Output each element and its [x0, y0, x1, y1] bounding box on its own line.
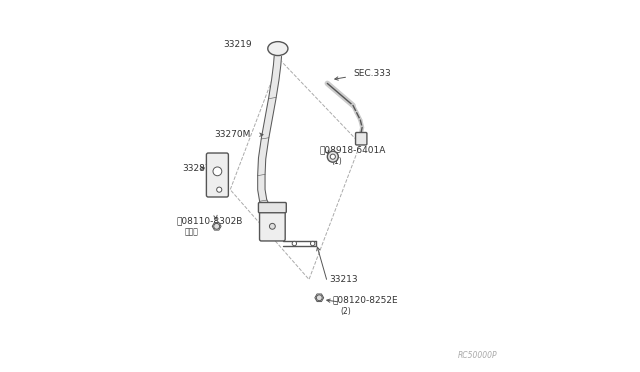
Circle shape — [330, 154, 335, 159]
Text: 33219: 33219 — [223, 41, 252, 49]
Circle shape — [217, 187, 222, 192]
Text: RC50000P: RC50000P — [458, 351, 498, 360]
Text: (2): (2) — [340, 307, 351, 316]
Ellipse shape — [268, 42, 288, 55]
Text: 33213: 33213 — [329, 275, 358, 284]
Text: Ⓑ08120-8252E: Ⓑ08120-8252E — [332, 295, 397, 304]
Text: 〈２〉: 〈２〉 — [184, 227, 198, 236]
Circle shape — [327, 151, 339, 162]
Circle shape — [316, 295, 322, 301]
Text: SEC.333: SEC.333 — [353, 69, 391, 78]
Circle shape — [214, 223, 220, 229]
Circle shape — [213, 167, 222, 176]
FancyBboxPatch shape — [356, 132, 367, 145]
Text: 33287: 33287 — [182, 164, 211, 173]
FancyBboxPatch shape — [207, 153, 228, 197]
Circle shape — [292, 241, 296, 246]
Text: (1): (1) — [331, 157, 342, 166]
Circle shape — [310, 241, 315, 246]
FancyBboxPatch shape — [260, 204, 285, 241]
Text: Ⓑ08110-8302B: Ⓑ08110-8302B — [177, 216, 243, 225]
Polygon shape — [258, 56, 282, 215]
Text: 33270M: 33270M — [214, 130, 250, 139]
Text: Ⓝ08918-6401A: Ⓝ08918-6401A — [320, 145, 387, 155]
Circle shape — [269, 223, 275, 229]
FancyBboxPatch shape — [259, 202, 286, 213]
